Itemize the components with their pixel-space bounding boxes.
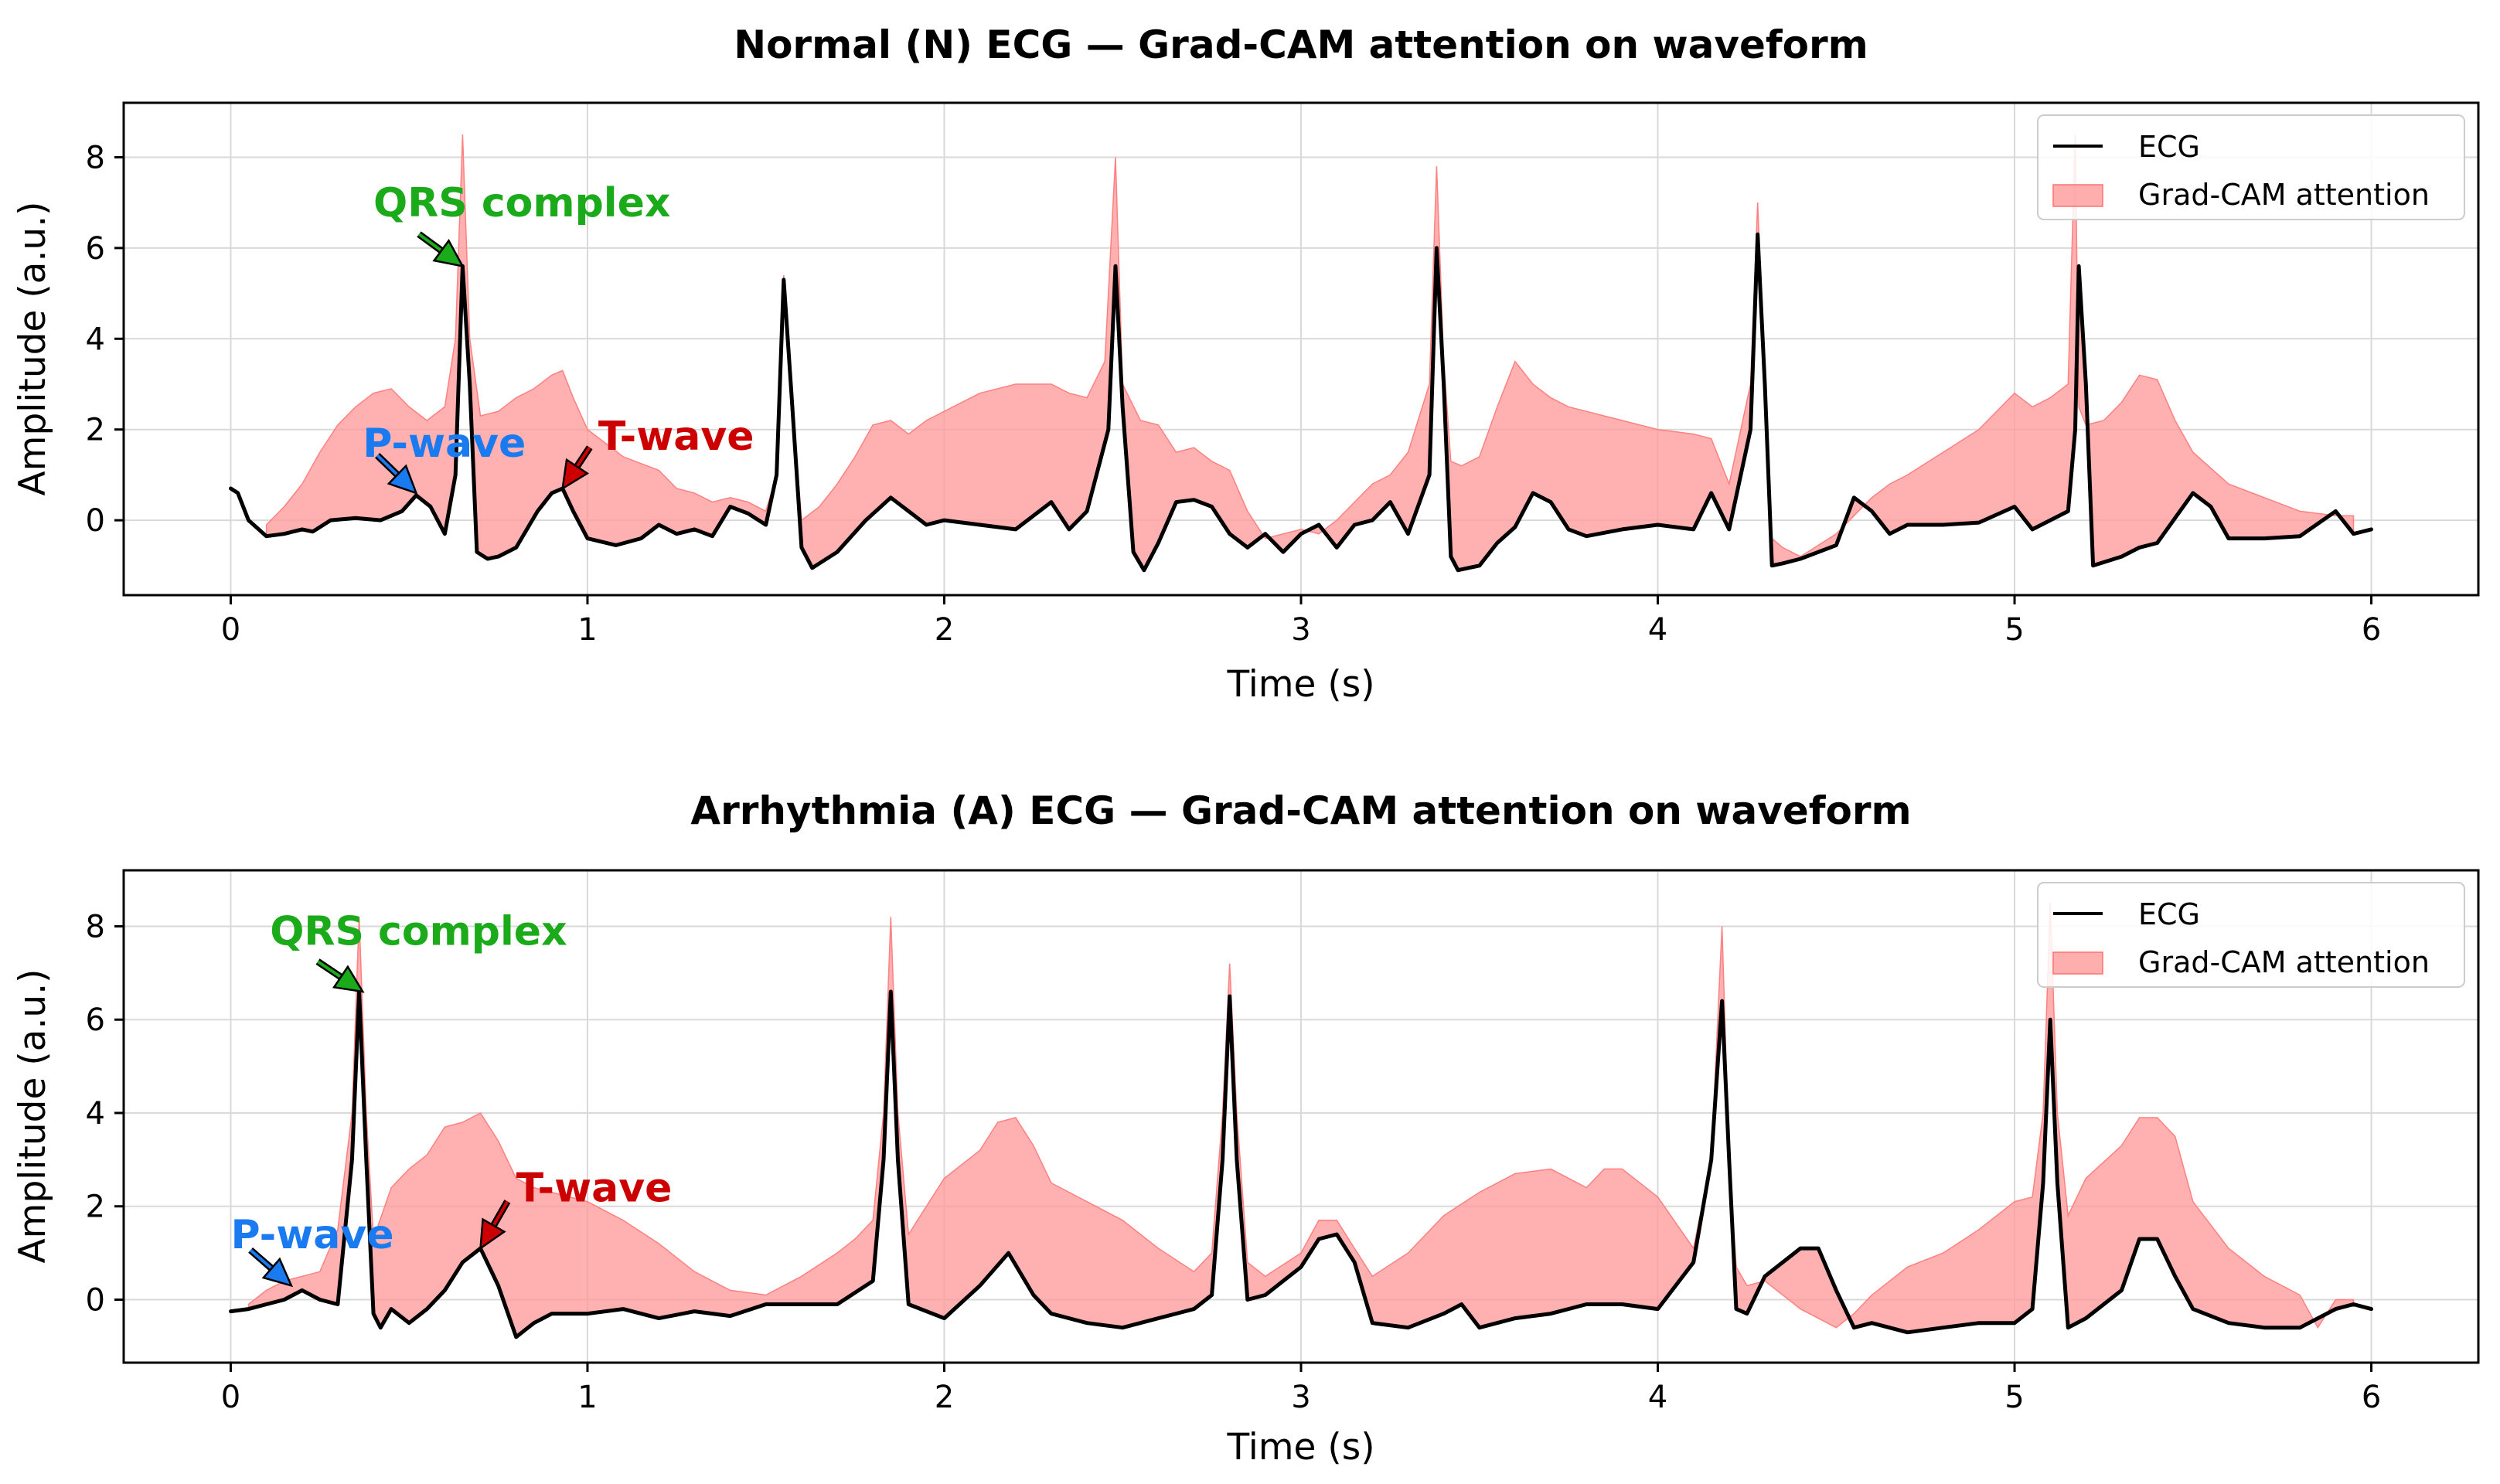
annotation-arrow-shaft — [249, 1248, 273, 1270]
legend-attention-swatch — [2052, 951, 2103, 975]
annotation-arrow-head — [432, 239, 465, 268]
x-axis-label: Time (s) — [1226, 1426, 1374, 1469]
x-tick-label: 5 — [2004, 1380, 2024, 1415]
x-tick-label: 2 — [935, 1380, 954, 1415]
legend: ECG Grad-CAM attention — [2037, 114, 2465, 220]
x-tick-label: 5 — [2004, 612, 2024, 648]
y-tick-label: 4 — [86, 322, 105, 357]
x-tick-label: 1 — [577, 612, 597, 648]
y-tick-label: 8 — [86, 140, 105, 175]
ecg-line — [229, 989, 2373, 1339]
annotation-arrow-shaft — [376, 454, 399, 476]
y-tick-label: 2 — [86, 413, 105, 448]
annotation-label: P-wave — [230, 1212, 393, 1258]
legend-ecg-label: ECG — [2138, 130, 2200, 164]
annotation-arrow-head — [479, 1217, 506, 1251]
y-tick-label: 6 — [86, 231, 105, 267]
x-tick-label: 1 — [577, 1380, 597, 1415]
x-ticks: 0 1 2 3 4 5 6 — [221, 595, 2381, 648]
x-tick-label: 3 — [1291, 1380, 1310, 1415]
annotation-label: T-wave — [598, 414, 754, 460]
legend-box — [2037, 114, 2465, 220]
annotation-label: QRS complex — [270, 909, 567, 955]
chart-title: Arrhythmia (A) ECG — Grad-CAM attention … — [690, 788, 1911, 833]
legend-box — [2037, 882, 2465, 988]
y-tick-label: 8 — [86, 909, 105, 945]
panel-arrhythmia-ecg: Arrhythmia (A) ECG — Grad-CAM attention … — [12, 788, 2480, 1469]
y-tick-label: 6 — [86, 1002, 105, 1038]
panel-normal-ecg: Normal (N) ECG — Grad-CAM attention on w… — [12, 22, 2480, 706]
x-ticks: 0 1 2 3 4 5 6 — [221, 1363, 2381, 1415]
y-tick-label: 0 — [86, 1282, 105, 1318]
y-tick-label: 2 — [86, 1190, 105, 1225]
y-tick-label: 0 — [86, 503, 105, 539]
chart-title: Normal (N) ECG — Grad-CAM attention on w… — [734, 22, 1868, 67]
annotation-arrow-head — [261, 1257, 294, 1288]
annotation-arrow-shaft — [417, 233, 443, 252]
legend-attention-label: Grad-CAM attention — [2138, 945, 2430, 979]
annotation-label: P-wave — [363, 420, 526, 467]
y-tick-label: 4 — [86, 1096, 105, 1132]
annotation-arrow-shaft — [316, 960, 342, 979]
x-tick-label: 3 — [1291, 612, 1310, 648]
annotation-label: QRS complex — [373, 180, 670, 226]
annotation-label: T-wave — [516, 1166, 673, 1212]
annotation-arrow-shaft — [575, 446, 591, 468]
annotations: QRS complex P-wave T-wave — [363, 180, 754, 495]
annotation-arrow-head — [332, 965, 365, 993]
legend-ecg-label: ECG — [2138, 897, 2200, 931]
annotations: QRS complex P-wave T-wave — [230, 909, 673, 1288]
ecg-line-layer — [229, 989, 2373, 1339]
y-axis-label: Amplitude (a.u.) — [12, 969, 54, 1264]
legend-attention-swatch — [2052, 184, 2103, 207]
y-axis-label: Amplitude (a.u.) — [12, 202, 54, 496]
ecg-line-layer — [229, 232, 2373, 573]
x-axis-label: Time (s) — [1226, 663, 1374, 706]
ecg-line — [229, 232, 2373, 573]
annotation-arrow-head — [387, 464, 418, 495]
x-tick-label: 6 — [2362, 1380, 2381, 1415]
annotation-arrow-head — [561, 458, 590, 491]
legend-attention-label: Grad-CAM attention — [2138, 178, 2430, 212]
y-ticks: 0 2 4 6 8 — [86, 909, 124, 1318]
legend: ECG Grad-CAM attention — [2037, 882, 2465, 988]
x-tick-label: 2 — [935, 612, 954, 648]
x-tick-label: 0 — [221, 612, 240, 648]
x-tick-label: 4 — [1648, 1380, 1667, 1415]
x-tick-label: 0 — [221, 1380, 240, 1415]
x-tick-label: 6 — [2362, 612, 2381, 648]
annotation-arrow-shaft — [492, 1200, 509, 1227]
x-tick-label: 4 — [1648, 612, 1667, 648]
y-ticks: 0 2 4 6 8 — [86, 140, 124, 539]
